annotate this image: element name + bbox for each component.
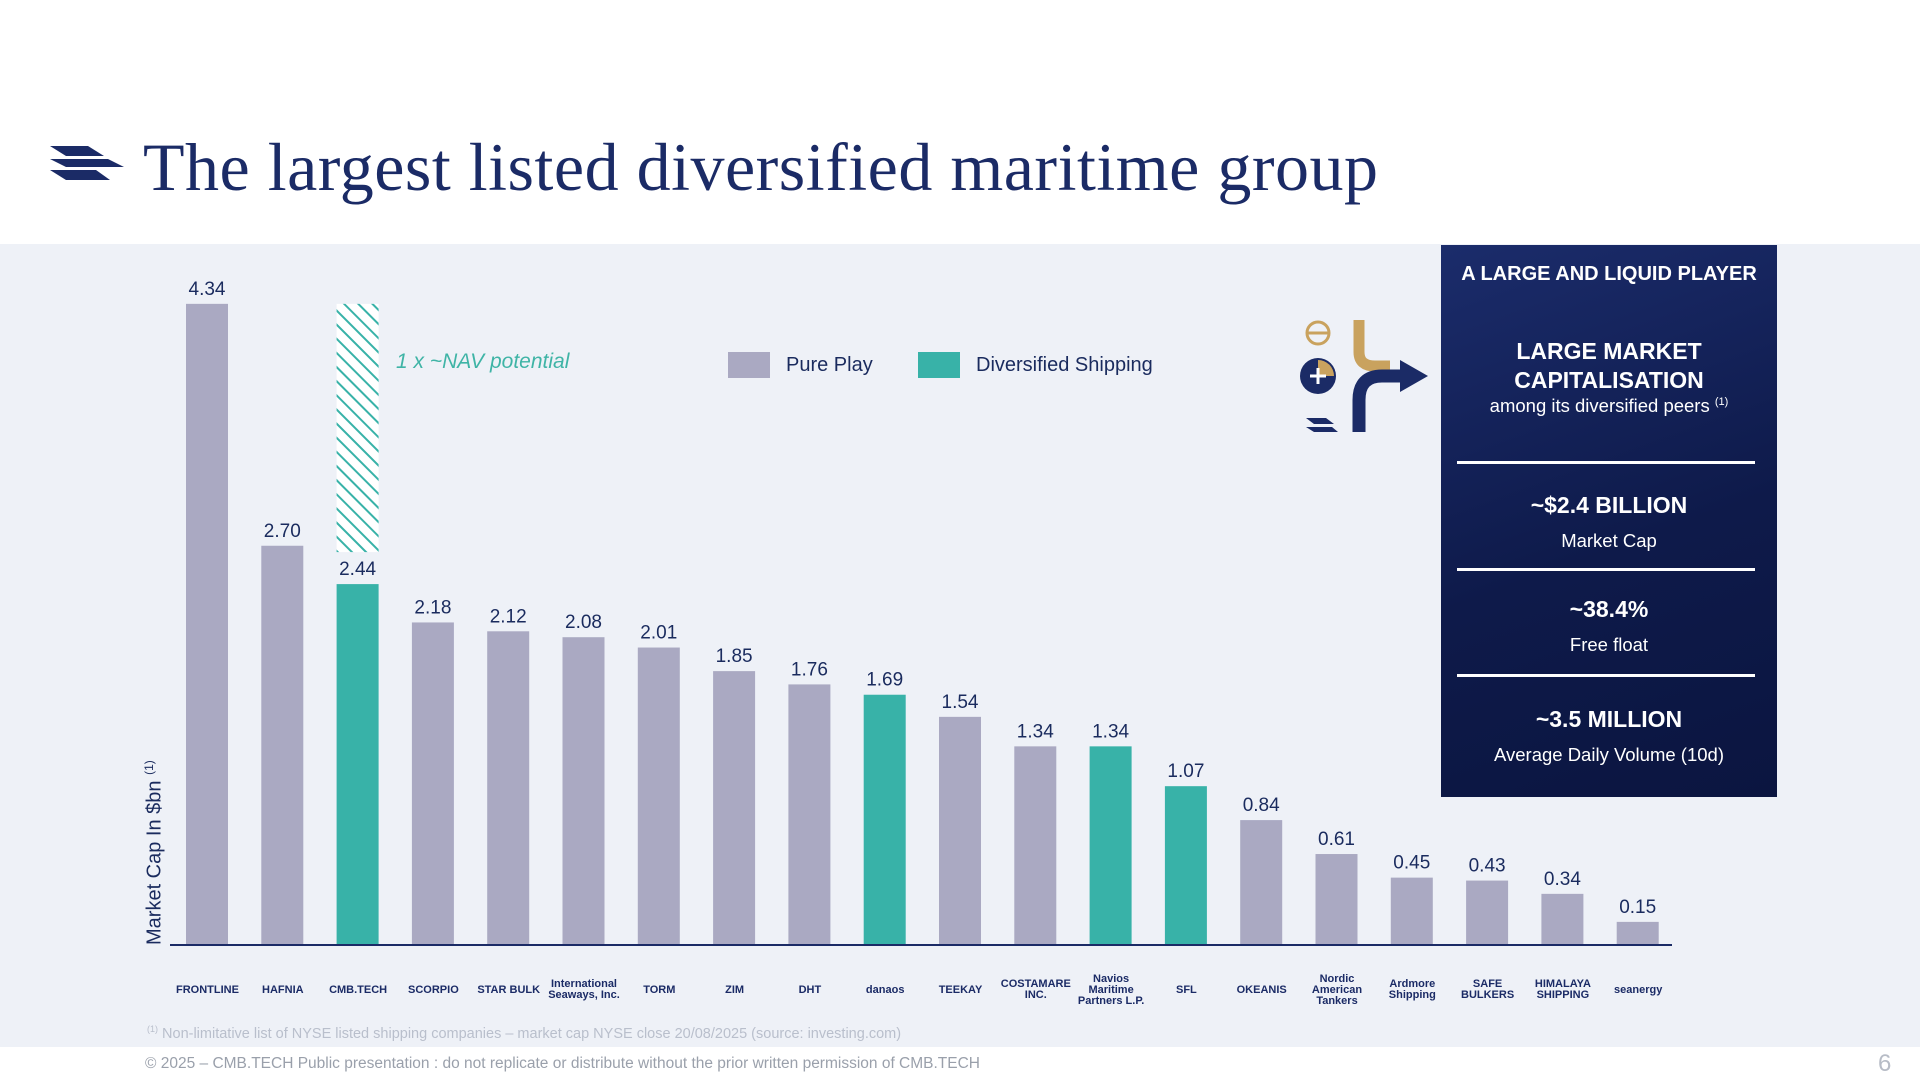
bar-sfl xyxy=(1164,786,1207,944)
company-logo: HIMALAYA SHIPPING xyxy=(1534,978,1591,1001)
company-logo: COSTAMARE INC. xyxy=(1000,978,1071,1001)
company-logo: SAFE BULKERS xyxy=(1461,978,1515,1001)
data-label: 0.61 xyxy=(1318,829,1355,850)
header xyxy=(0,0,1920,244)
data-label: 1.85 xyxy=(716,646,753,667)
cap-subtitle: among its diversified peers (1) xyxy=(1489,395,1729,416)
data-label: 1.76 xyxy=(791,659,828,680)
daily-volume-value: ~3.5 MILLION xyxy=(1535,706,1683,732)
footnote: (1) Non-limitative list of NYSE listed s… xyxy=(147,1024,902,1042)
copyright: © 2025 – CMB.TECH Public presentation : … xyxy=(145,1055,980,1072)
market-cap-bar-chart: 4.34 2.70 2.44 2.18 2.12 2.08 2.01 1.85 1.76 1.69… xyxy=(170,279,1672,946)
company-logo: OKEANIS xyxy=(1236,983,1287,996)
bar-seanergy xyxy=(1616,921,1659,944)
company-logos-row: FRONTLINE HAFNIA CMB.TECH SCORPIO STAR BULK I… xyxy=(0,965,1700,1015)
divider xyxy=(1457,461,1755,464)
divider xyxy=(1457,568,1755,571)
data-label: 1.07 xyxy=(1167,761,1204,782)
bar-hafnia xyxy=(261,545,304,944)
page-number: 6 xyxy=(1878,1050,1892,1077)
bar-danaos xyxy=(863,694,906,944)
company-logo: FRONTLINE xyxy=(176,983,239,996)
market-cap-label: Market Cap xyxy=(1561,530,1657,551)
bar-international-seaways xyxy=(562,637,605,944)
bar-himalaya-shipping xyxy=(1541,893,1584,944)
bar-zim xyxy=(713,671,756,944)
bar-ardmore-shipping xyxy=(1390,877,1433,944)
data-label: 0.43 xyxy=(1469,856,1506,877)
data-label: 1.69 xyxy=(866,670,903,691)
company-logo: HAFNIA xyxy=(262,983,304,996)
bar-costamare xyxy=(1014,746,1057,944)
nav-potential-annotation: 1 x ~NAV potential xyxy=(396,350,570,373)
company-logo: seanergy xyxy=(1614,983,1663,996)
data-label: 2.12 xyxy=(490,606,527,627)
bar-dht xyxy=(788,684,831,944)
company-logo: STAR BULK xyxy=(477,983,541,996)
free-float-label: Free float xyxy=(1569,634,1649,655)
bar-safe-bulkers xyxy=(1466,880,1509,944)
data-label: 1.54 xyxy=(942,692,979,713)
bar-teekay xyxy=(939,716,981,944)
bar-okeanis xyxy=(1240,820,1283,944)
data-label: 1.34 xyxy=(1092,721,1129,742)
page-title: The largest listed diversified maritime … xyxy=(143,129,1379,205)
legend-label-diversified: Diversified Shipping xyxy=(976,353,1153,376)
company-logo: SCORPIO xyxy=(408,983,459,996)
company-logo: SFL xyxy=(1176,983,1197,996)
daily-volume-label: Average Daily Volume (10d) xyxy=(1493,744,1724,765)
footer xyxy=(0,1047,1920,1080)
data-label: 0.34 xyxy=(1544,869,1581,890)
merge-arrow-icon xyxy=(1300,320,1428,432)
key-metrics-panel: A LARGE AND LIQUID PLAYER LARGE MARKET C… xyxy=(1441,245,1777,797)
data-label: 4.34 xyxy=(189,279,226,300)
company-logo: TEEKAY xyxy=(938,983,983,996)
panel-heading: A LARGE AND LIQUID PLAYER xyxy=(1461,263,1757,285)
divider xyxy=(1457,674,1755,677)
data-label: 0.45 xyxy=(1393,853,1430,874)
company-logo: International Seaways, Inc. xyxy=(548,978,620,1001)
legend-swatch-diversified xyxy=(918,352,960,378)
bar-star-bulk xyxy=(487,631,530,944)
market-cap-value: ~$2.4 BILLION xyxy=(1530,492,1688,518)
data-label: 0.84 xyxy=(1243,795,1280,816)
legend-swatch-pure-play xyxy=(728,352,770,378)
legend-item-pure-play: Pure Play xyxy=(728,352,873,378)
data-label: 2.01 xyxy=(640,623,677,644)
legend-label-pure-play: Pure Play xyxy=(786,353,873,376)
y-axis-label: Market Cap In $bn (1) xyxy=(142,760,166,945)
bar-nordic-american-tankers xyxy=(1315,854,1358,944)
company-logo: Nordic American Tankers xyxy=(1311,972,1363,1007)
company-logo: ZIM xyxy=(725,983,745,996)
data-label: 1.34 xyxy=(1017,721,1054,742)
company-logo: Navios Maritime Partners L.P. xyxy=(1077,972,1145,1007)
company-logo: Ardmore Shipping xyxy=(1388,978,1436,1001)
data-label: 2.18 xyxy=(414,597,451,618)
data-label: 2.44 xyxy=(339,559,376,580)
cap-title-line-1: LARGE MARKET xyxy=(1516,338,1702,364)
bar-cmb-tech xyxy=(336,584,379,944)
company-logo: DHT xyxy=(798,983,822,996)
data-label: 2.70 xyxy=(264,521,301,542)
bar-torm xyxy=(637,647,680,944)
bar-navios-maritime-partners xyxy=(1089,746,1132,944)
cmb-tech-wave-logo-icon xyxy=(50,146,124,180)
data-label: 2.08 xyxy=(565,612,602,633)
company-logo: TORM xyxy=(643,983,676,996)
cap-title-line-2: CAPITALISATION xyxy=(1514,367,1704,393)
company-logo: CMB.TECH xyxy=(329,983,388,996)
bar-frontline xyxy=(186,303,228,945)
free-float-value: ~38.4% xyxy=(1569,596,1649,622)
data-label: 0.15 xyxy=(1619,897,1656,918)
company-logo: danaos xyxy=(865,983,905,996)
bar-scorpio xyxy=(411,622,454,944)
legend-item-diversified: Diversified Shipping xyxy=(918,352,1153,378)
nav-potential-bar xyxy=(336,303,379,553)
